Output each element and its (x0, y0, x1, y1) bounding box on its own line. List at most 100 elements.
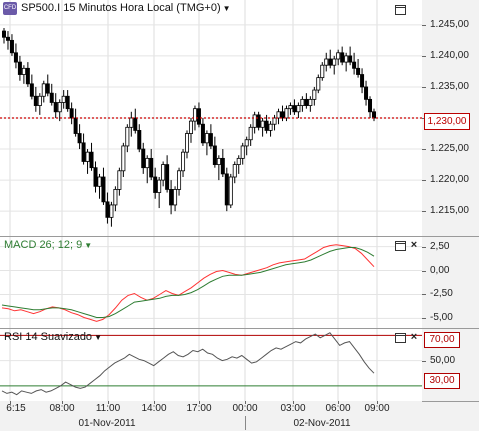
macd-tick-label: 0,00 (430, 264, 450, 276)
candle (236, 155, 241, 174)
chart-title-menu[interactable]: SP500.I 15 Minutos Hora Local (TMG+0) ▼ (21, 2, 231, 14)
tick-mark (422, 246, 426, 248)
rsi-pane[interactable]: RSI 14 Suavizado ▼ × (0, 329, 422, 401)
candle (121, 142, 126, 177)
candle-body (308, 98, 313, 106)
maximize-icon[interactable] (395, 241, 406, 251)
candle-body (21, 67, 26, 75)
candle (344, 52, 349, 72)
candle-body (173, 189, 178, 206)
close-icon[interactable]: × (410, 331, 418, 343)
candle (312, 86, 317, 106)
candle (125, 124, 130, 153)
candle (97, 173, 102, 199)
candle-body (2, 30, 7, 38)
time-axis[interactable]: 6:15 08:00 11:00 14:00 17:00 00:00 03:00 06:00 0… (0, 401, 422, 431)
candle (371, 108, 376, 122)
time-label: 09:00 (364, 403, 390, 414)
candle (264, 114, 269, 134)
candle (292, 99, 297, 115)
candle-body (224, 173, 229, 206)
candle-body (125, 126, 130, 147)
candle-body (161, 164, 166, 181)
time-label: 6:15 (6, 403, 26, 414)
candle-body (196, 108, 201, 125)
candle (232, 161, 237, 184)
rsi-upper-badge: 70,00 (424, 332, 460, 348)
pane-divider[interactable] (0, 236, 479, 237)
tick-mark (422, 24, 426, 26)
candle (304, 93, 309, 109)
candle-body (228, 176, 233, 206)
candle (216, 155, 221, 181)
candle-body (57, 102, 62, 113)
candle (356, 59, 361, 78)
candle (220, 149, 225, 177)
candle (284, 105, 289, 122)
candle (81, 133, 86, 165)
candle-body (268, 123, 273, 131)
macd-pane[interactable]: MACD 26; 12; 9 ▼ × (0, 237, 422, 328)
macd-title-menu[interactable]: MACD 26; 12; 9 ▼ (4, 239, 92, 251)
price-pane[interactable]: CFD SP500.I 15 Minutos Hora Local (TMG+0… (0, 0, 422, 236)
candle-body (296, 105, 301, 113)
candle (316, 74, 321, 94)
tick-mark (422, 149, 426, 151)
candle-body (97, 176, 102, 187)
candle (93, 161, 98, 193)
candle-body (324, 58, 329, 66)
candle (204, 130, 209, 156)
candle (173, 186, 178, 212)
tick-mark (422, 211, 426, 213)
close-icon[interactable]: × (410, 239, 418, 251)
candle-body (137, 130, 142, 150)
rsi-line (1, 332, 375, 396)
candle (101, 167, 106, 205)
candle-body (364, 86, 369, 100)
candle (161, 161, 166, 187)
candle (368, 96, 373, 118)
candle-body (177, 170, 182, 190)
candle (348, 46, 353, 66)
candle-body (93, 167, 98, 187)
candle-body (216, 157, 221, 165)
candle (169, 180, 174, 215)
candle-body (181, 151, 186, 172)
candle-body (185, 133, 190, 153)
candle-body (280, 111, 285, 119)
candle-body (117, 170, 122, 190)
candle-body (340, 52, 345, 63)
candle-body (165, 164, 170, 190)
macd-tick-label: 2,50 (430, 240, 450, 252)
rsi-chart (0, 329, 422, 401)
rsi-title-menu[interactable]: RSI 14 Suavizado ▼ (4, 331, 102, 343)
tick-mark (422, 55, 426, 57)
candle-body (77, 133, 82, 144)
candle (53, 93, 58, 118)
rsi-title: RSI 14 Suavizado (4, 331, 93, 343)
macd-axis: 2,50 0,00 -2,50 -5,00 (422, 237, 479, 328)
candle-body (153, 176, 158, 193)
candle-body (204, 133, 209, 144)
candle-body (328, 58, 333, 66)
candle-body (348, 55, 353, 63)
candle (260, 118, 265, 137)
candle-body (252, 114, 257, 128)
tick-mark (338, 401, 339, 404)
candle (57, 99, 62, 122)
candle-body (320, 64, 325, 79)
candle-body (356, 67, 361, 75)
tick-mark (377, 401, 378, 404)
candle-body (149, 157, 154, 178)
maximize-icon[interactable] (395, 333, 406, 343)
current-price-badge: 1,230,00 (424, 113, 470, 130)
maximize-icon[interactable] (395, 5, 406, 15)
candle (240, 142, 245, 165)
pane-divider[interactable] (0, 328, 479, 329)
candle-body (192, 108, 197, 122)
tick-mark (245, 401, 246, 404)
price-tick-label: 1.245,00 (430, 18, 469, 30)
macd-line (1, 244, 375, 322)
candle (340, 46, 345, 66)
candle-body (109, 204, 114, 218)
